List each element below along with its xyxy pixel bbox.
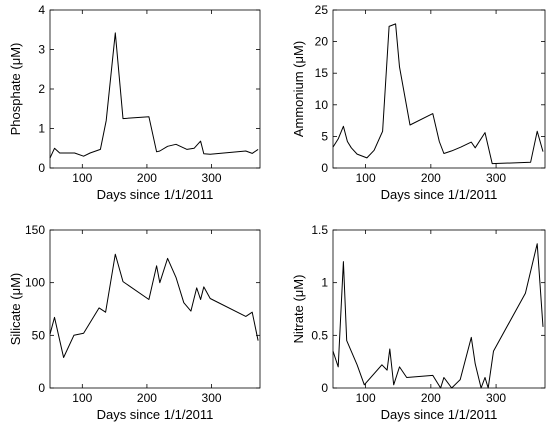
chart-panel: 100 200 300 0 1 2 3 4 Days since 1/1/2011 Phospha… [8,3,261,202]
x-tick-label: 300 [202,171,222,185]
x-tick-label: 100 [72,171,92,185]
x-tick-label: 200 [421,391,441,405]
y-tick-label: 2 [38,82,45,96]
x-axis-title: Days since 1/1/2011 [381,407,498,422]
x-tick-label: 200 [137,171,157,185]
series-line [332,243,544,389]
y-tick-label: 4 [38,3,45,17]
plot-frame [332,9,546,169]
plot-frame [332,229,546,389]
y-tick-label: 0 [38,161,45,175]
y-tick-label: 3 [38,43,45,57]
series-line [49,32,259,159]
y-tick-label: 0.5 [311,328,328,342]
x-tick-label: 200 [137,391,157,405]
series-line [49,253,259,358]
y-axis-title: Silicate (μM) [8,273,23,346]
y-tick-label: 1 [38,122,45,136]
chart-panel: 100 200 300 0 0.5 1 1.5 Days since 1/1/2011 Nitr… [291,223,546,422]
plot-frame [49,229,261,389]
y-tick-label: 15 [315,66,329,80]
x-axis-title: Days since 1/1/2011 [97,407,214,422]
chart-panel: 100 200 300 0 5 10 15 20 25 Days since 1/1/2011 Am… [291,3,546,202]
y-tick-label: 20 [315,35,329,49]
y-tick-label: 1 [321,276,328,290]
y-tick-label: 1.5 [311,223,328,237]
y-tick-label: 10 [315,98,329,112]
y-tick-label: 0 [38,381,45,395]
y-tick-label: 25 [315,3,329,17]
y-tick-label: 0 [321,381,328,395]
y-axis-title: Nitrate (μM) [291,275,306,344]
x-tick-label: 100 [356,171,376,185]
y-tick-label: 150 [25,223,45,237]
x-axis-title: Days since 1/1/2011 [381,187,498,202]
x-tick-label: 200 [421,171,441,185]
y-axis-title: Ammonium (μM) [291,41,306,137]
series-line [332,23,544,165]
y-tick-label: 0 [321,161,328,175]
chart-panel: 100 200 300 0 50 100 150 Days since 1/1/2011 Sil… [8,223,261,422]
x-tick-label: 100 [72,391,92,405]
x-axis-title: Days since 1/1/2011 [97,187,214,202]
x-tick-label: 300 [486,171,506,185]
y-axis-title: Phosphate (μM) [8,43,23,136]
x-tick-label: 300 [202,391,222,405]
y-tick-label: 100 [25,276,45,290]
y-tick-label: 50 [32,328,46,342]
x-tick-label: 100 [356,391,376,405]
x-tick-label: 300 [486,391,506,405]
y-tick-label: 5 [321,129,328,143]
